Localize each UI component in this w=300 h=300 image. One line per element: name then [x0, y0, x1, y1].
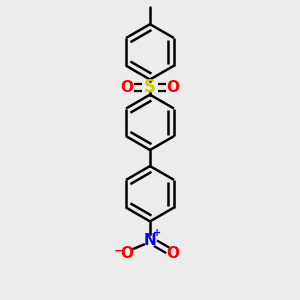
Text: +: + [153, 228, 161, 239]
Text: O: O [167, 246, 180, 261]
Text: S: S [144, 78, 156, 96]
Text: O: O [120, 80, 133, 94]
Text: −: − [114, 245, 124, 258]
Text: O: O [167, 80, 180, 94]
Text: N: N [144, 232, 156, 247]
Text: O: O [120, 246, 133, 261]
